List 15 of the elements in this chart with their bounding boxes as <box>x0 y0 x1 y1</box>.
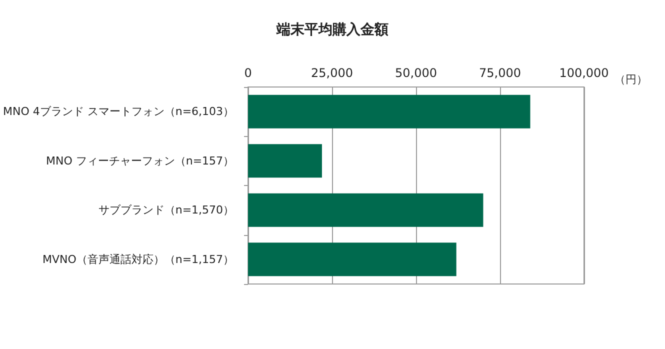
x-axis-title: （円） <box>614 73 648 86</box>
x-tick-label: 25,000 <box>311 66 354 80</box>
y-tick-label: MVNO（音声通話対応）（n=1,157） <box>42 252 234 266</box>
y-tick-label: MNO フィーチャーフォン（n=157） <box>46 154 234 168</box>
chart-title: 端末平均購入金額 <box>276 21 388 38</box>
x-tick-label: 100,000 <box>559 66 609 80</box>
bar <box>248 94 530 128</box>
x-tick-label: 75,000 <box>479 66 522 80</box>
bar <box>248 193 484 227</box>
bar <box>248 242 456 276</box>
y-tick-label: MNO 4ブランド スマートフォン（n=6,103） <box>2 105 234 118</box>
x-tick-label: 50,000 <box>395 66 438 80</box>
x-tick-label: 0 <box>244 66 252 80</box>
y-tick-label: サブブランド（n=1,570） <box>98 204 234 217</box>
bar <box>248 144 322 178</box>
